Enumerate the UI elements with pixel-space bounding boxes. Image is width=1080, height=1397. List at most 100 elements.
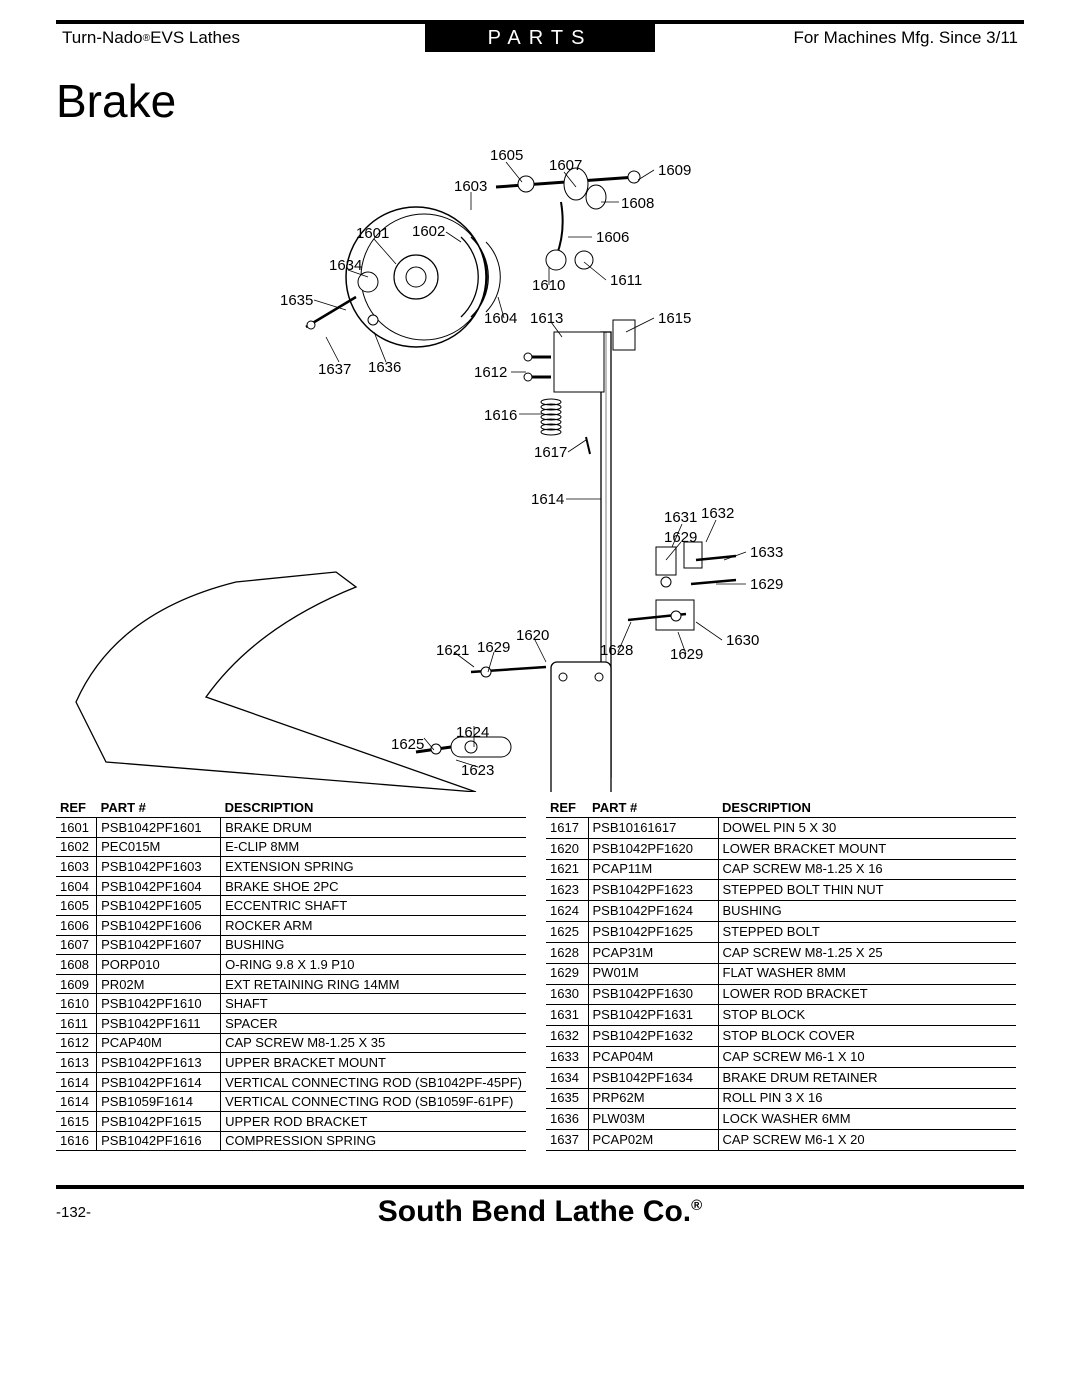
- table-row: 1629PW01MFLAT WASHER 8MM: [546, 963, 1016, 984]
- callout-label: 1615: [658, 310, 691, 327]
- callout-label: 1601: [356, 225, 389, 242]
- callout-label: 1624: [456, 724, 489, 741]
- callout-label: 1629: [477, 639, 510, 656]
- cell-part: PORP010: [97, 955, 221, 975]
- callout-label: 1629: [670, 646, 703, 663]
- callout-label: 1604: [484, 310, 517, 327]
- cell-part: PSB1042PF1610: [97, 994, 221, 1014]
- cell-ref: 1623: [546, 880, 588, 901]
- cell-ref: 1611: [56, 1013, 97, 1033]
- callout-label: 1630: [726, 632, 759, 649]
- cell-ref: 1628: [546, 942, 588, 963]
- cell-part: PSB1042PF1611: [97, 1013, 221, 1033]
- table-row: 1613PSB1042PF1613UPPER BRACKET MOUNT: [56, 1053, 526, 1073]
- cell-desc: DOWEL PIN 5 X 30: [718, 818, 1016, 839]
- cell-part: PSB1042PF1605: [97, 896, 221, 916]
- cell-desc: BRAKE DRUM: [221, 818, 526, 838]
- cell-part: PEC015M: [97, 837, 221, 857]
- cell-part: PSB1059F1614: [97, 1092, 221, 1112]
- cell-desc: UPPER BRACKET MOUNT: [221, 1053, 526, 1073]
- cell-ref: 1601: [56, 818, 97, 838]
- cell-ref: 1636: [546, 1109, 588, 1130]
- col-desc: DESCRIPTION: [718, 798, 1016, 818]
- table-row: 1634PSB1042PF1634BRAKE DRUM RETAINER: [546, 1067, 1016, 1088]
- callout-label: 1611: [610, 272, 642, 289]
- table-row: 1628PCAP31MCAP SCREW M8-1.25 X 25: [546, 942, 1016, 963]
- brand-name: South Bend Lathe Co.®: [176, 1195, 904, 1229]
- col-desc: DESCRIPTION: [221, 798, 526, 818]
- cell-ref: 1616: [56, 1131, 97, 1151]
- table-row: 1637PCAP02MCAP SCREW M6-1 X 20: [546, 1130, 1016, 1151]
- cell-part: PSB1042PF1613: [97, 1053, 221, 1073]
- callout-label: 1625: [391, 736, 424, 753]
- table-row: 1601PSB1042PF1601BRAKE DRUM: [56, 818, 526, 838]
- table-row: 1631PSB1042PF1631STOP BLOCK: [546, 1005, 1016, 1026]
- table-row: 1623PSB1042PF1623STEPPED BOLT THIN NUT: [546, 880, 1016, 901]
- table-row: 1614PSB1059F1614VERTICAL CONNECTING ROD …: [56, 1092, 526, 1112]
- cell-ref: 1630: [546, 984, 588, 1005]
- parts-table-right: REF PART # DESCRIPTION 1617PSB10161617DO…: [546, 798, 1016, 1151]
- callout-label: 1628: [600, 642, 633, 659]
- cell-part: PCAP04M: [588, 1046, 718, 1067]
- cell-desc: UPPER ROD BRACKET: [221, 1111, 526, 1131]
- callout-label: 1603: [454, 178, 487, 195]
- table-row: 1636PLW03MLOCK WASHER 6MM: [546, 1109, 1016, 1130]
- cell-part: PCAP40M: [97, 1033, 221, 1053]
- machine-name-prefix: Turn-Nado: [62, 28, 143, 48]
- cell-ref: 1614: [56, 1092, 97, 1112]
- callout-label: 1607: [549, 157, 582, 174]
- cell-ref: 1634: [546, 1067, 588, 1088]
- table-row: 1624PSB1042PF1624BUSHING: [546, 901, 1016, 922]
- cell-desc: ROCKER ARM: [221, 915, 526, 935]
- cell-part: PSB1042PF1630: [588, 984, 718, 1005]
- cell-ref: 1617: [546, 818, 588, 839]
- callout-label: 1609: [658, 162, 691, 179]
- cell-desc: SHAFT: [221, 994, 526, 1014]
- cell-ref: 1635: [546, 1088, 588, 1109]
- cell-desc: EXTENSION SPRING: [221, 857, 526, 877]
- cell-part: PCAP02M: [588, 1130, 718, 1151]
- cell-part: PSB1042PF1625: [588, 922, 718, 943]
- cell-part: PSB1042PF1624: [588, 901, 718, 922]
- cell-ref: 1607: [56, 935, 97, 955]
- table-row: 1630PSB1042PF1630LOWER ROD BRACKET: [546, 984, 1016, 1005]
- callout-label: 1616: [484, 407, 517, 424]
- exploded-diagram: 1605160716091603160816011602160616341610…: [56, 142, 1024, 792]
- table-row: 1607PSB1042PF1607BUSHING: [56, 935, 526, 955]
- table-row: 1610PSB1042PF1610SHAFT: [56, 994, 526, 1014]
- table-row: 1603PSB1042PF1603EXTENSION SPRING: [56, 857, 526, 877]
- table-row: 1616PSB1042PF1616COMPRESSION SPRING: [56, 1131, 526, 1151]
- cell-desc: SPACER: [221, 1013, 526, 1033]
- callout-label: 1634: [329, 257, 362, 274]
- cell-ref: 1606: [56, 915, 97, 935]
- callout-label: 1629: [750, 576, 783, 593]
- cell-part: PSB1042PF1634: [588, 1067, 718, 1088]
- cell-desc: E-CLIP 8MM: [221, 837, 526, 857]
- cell-part: PSB10161617: [588, 818, 718, 839]
- cell-ref: 1610: [56, 994, 97, 1014]
- table-row: 1604PSB1042PF1604BRAKE SHOE 2PC: [56, 876, 526, 896]
- page-footer: -132- South Bend Lathe Co.®: [56, 1185, 1024, 1229]
- cell-part: PLW03M: [588, 1109, 718, 1130]
- cell-part: PSB1042PF1601: [97, 818, 221, 838]
- cell-ref: 1608: [56, 955, 97, 975]
- callout-label: 1617: [534, 444, 567, 461]
- cell-desc: BRAKE DRUM RETAINER: [718, 1067, 1016, 1088]
- cell-part: PSB1042PF1603: [97, 857, 221, 877]
- col-part: PART #: [97, 798, 221, 818]
- table-row: 1635PRP62MROLL PIN 3 X 16: [546, 1088, 1016, 1109]
- page-header: Turn-Nado ® EVS Lathes PARTS For Machine…: [56, 20, 1024, 52]
- table-row: 1611PSB1042PF1611SPACER: [56, 1013, 526, 1033]
- cell-ref: 1633: [546, 1046, 588, 1067]
- reg-mark: ®: [143, 33, 151, 44]
- callout-label: 1605: [490, 147, 523, 164]
- callout-label: 1636: [368, 359, 401, 376]
- cell-desc: VERTICAL CONNECTING ROD (SB1042PF-45PF): [221, 1072, 526, 1092]
- cell-ref: 1603: [56, 857, 97, 877]
- callout-label: 1610: [532, 277, 565, 294]
- cell-part: PSB1042PF1632: [588, 1026, 718, 1047]
- cell-desc: ROLL PIN 3 X 16: [718, 1088, 1016, 1109]
- cell-ref: 1612: [56, 1033, 97, 1053]
- cell-part: PSB1042PF1604: [97, 876, 221, 896]
- cell-desc: STEPPED BOLT THIN NUT: [718, 880, 1016, 901]
